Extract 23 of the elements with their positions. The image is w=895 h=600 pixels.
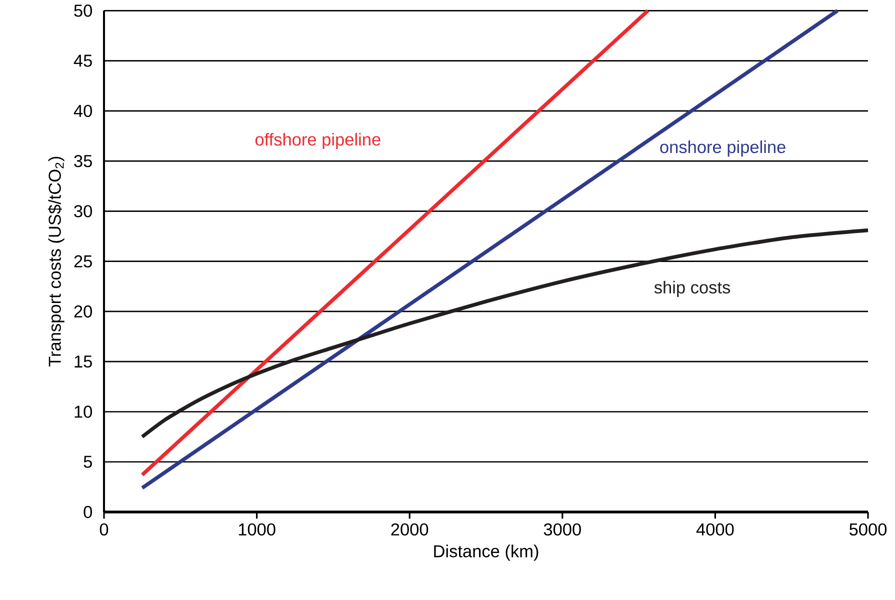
series-label: onshore pipeline (660, 140, 786, 157)
x-tick-label: 5000 (849, 523, 887, 536)
y-tick-label: 25 (74, 255, 92, 268)
y-tick-label: 40 (74, 104, 92, 118)
x-tick-label: 2000 (391, 523, 428, 536)
y-tick-label: 30 (74, 205, 92, 218)
x-tick-label: 4000 (696, 523, 734, 536)
text: offshore pipeline (255, 132, 380, 150)
x-tick-label: 1000 (238, 523, 276, 536)
y-tick-label: 45 (74, 54, 92, 67)
y-tick-label: 50 (74, 4, 92, 17)
y-tick-label: 5 (84, 456, 92, 468)
y-tick-label: 15 (74, 356, 92, 368)
y-tick-label: 20 (74, 305, 92, 318)
x-tick-label: 0 (100, 523, 108, 536)
y-tick-label: 35 (74, 154, 92, 168)
y-tick-label: 0 (84, 506, 92, 518)
x-tick-label: 3000 (544, 523, 581, 536)
y-tick-label: 10 (74, 406, 92, 418)
line-series (140, 228, 870, 439)
y-axis-title: Transport costs (US$/tCO$_{2}$) (48, 156, 64, 367)
x-axis-title: Distance (km) (434, 544, 538, 561)
series-label: ship costs (654, 280, 730, 297)
